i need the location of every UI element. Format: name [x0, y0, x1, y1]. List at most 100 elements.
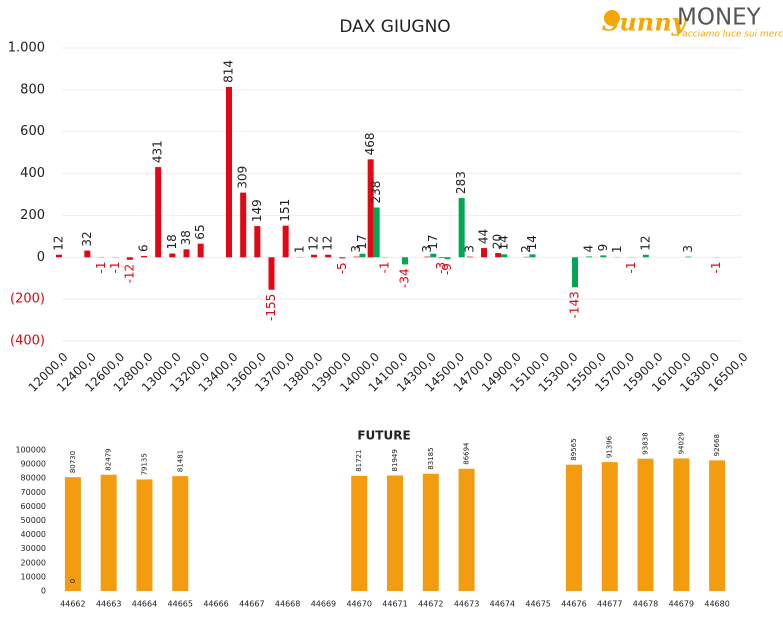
bar — [359, 253, 366, 258]
y-tick-label: 10000 — [21, 572, 46, 581]
data-label: 86694 — [463, 442, 471, 465]
logo-brand: Sunny — [602, 8, 688, 37]
bar — [466, 256, 473, 258]
bar — [430, 253, 437, 258]
data-label: 3 — [462, 245, 476, 253]
data-label: -12 — [122, 264, 136, 284]
bar — [226, 86, 232, 258]
data-label: -1 — [709, 261, 723, 273]
data-label: 468 — [363, 132, 377, 155]
bar — [495, 253, 502, 258]
x-tick-label: 44679 — [669, 600, 694, 609]
data-label: -1 — [377, 261, 391, 273]
bar — [367, 159, 374, 258]
data-label: 65 — [193, 224, 207, 239]
data-label: 1 — [610, 245, 624, 253]
bar — [325, 254, 332, 258]
bar — [169, 253, 176, 258]
chart-title: DAX GIUGNO — [339, 17, 450, 37]
bar — [100, 474, 117, 591]
x-tick-label: 44667 — [239, 600, 264, 609]
data-label: 92668 — [713, 434, 721, 456]
data-label: 151 — [278, 199, 292, 222]
data-label: 83185 — [427, 447, 435, 469]
y-tick-label: 80000 — [21, 474, 46, 483]
data-label: 283 — [454, 171, 468, 194]
bar — [424, 256, 431, 258]
data-label: 3 — [681, 245, 695, 253]
chart-title: FUTURE — [357, 429, 410, 443]
x-tick-label: 44678 — [633, 600, 658, 609]
data-label: 12 — [52, 235, 66, 250]
x-tick-label: 44673 — [454, 600, 479, 609]
bar — [600, 255, 607, 258]
data-label: 81721 — [355, 449, 363, 471]
bar — [438, 257, 445, 258]
data-label: 81481 — [176, 450, 184, 472]
data-label: 4 — [582, 245, 596, 253]
data-label: 32 — [80, 231, 94, 246]
data-label: 94029 — [677, 432, 685, 454]
y-tick-label: 30000 — [21, 544, 46, 553]
data-label: -5 — [335, 262, 349, 274]
y-tick-label: 0 — [37, 250, 45, 265]
y-tick-label: 50000 — [21, 516, 46, 525]
bar — [172, 476, 189, 591]
bar — [84, 250, 91, 258]
logo: Sunny MONEY Facciamo luce sui mercati — [602, 5, 783, 40]
x-tick-label: 44670 — [346, 600, 371, 609]
bar — [709, 460, 726, 591]
bar — [254, 226, 261, 258]
x-tick-label: 44672 — [418, 600, 443, 609]
bar — [637, 458, 654, 591]
bar — [64, 477, 81, 591]
data-label: 91396 — [606, 435, 614, 458]
bar — [339, 257, 346, 259]
y-tick-label: 800 — [20, 82, 45, 97]
data-label: 14 — [497, 235, 511, 250]
bar — [458, 468, 475, 591]
data-label: -1 — [624, 261, 638, 273]
y-tick-label: (200) — [10, 292, 45, 307]
x-tick-label: 44671 — [382, 600, 407, 609]
bar — [481, 248, 487, 258]
y-tick-label: (400) — [10, 334, 45, 349]
bar — [601, 462, 618, 591]
bar — [501, 254, 508, 258]
data-label: -1 — [94, 261, 108, 273]
bar — [282, 225, 289, 258]
data-label: 3 — [349, 245, 363, 253]
data-label: -1 — [108, 261, 122, 273]
bar — [402, 257, 408, 265]
data-label: 814 — [222, 60, 236, 83]
data-label: 9 — [596, 244, 610, 252]
bar — [642, 254, 649, 258]
x-tick-label: 44666 — [203, 600, 228, 609]
data-label: 431 — [151, 140, 165, 163]
data-label: -155 — [264, 294, 278, 321]
x-tick-label: 44669 — [311, 600, 336, 609]
bar — [373, 207, 380, 258]
data-label: 89565 — [570, 438, 578, 460]
y-tick-label: 90000 — [21, 460, 46, 469]
data-label: 2 — [519, 245, 533, 253]
data-label: 17 — [426, 234, 440, 249]
x-tick-label: 44676 — [561, 600, 586, 609]
data-label: 81949 — [391, 449, 399, 471]
bar — [136, 479, 153, 591]
data-label: -34 — [398, 268, 412, 288]
y-tick-label: 100000 — [15, 446, 46, 455]
bar — [183, 249, 190, 258]
data-label: 1 — [292, 245, 306, 253]
data-label: 82479 — [105, 448, 113, 470]
data-label: 80730 — [69, 451, 77, 473]
data-label: 149 — [250, 199, 264, 222]
x-tick-label: 44663 — [96, 600, 121, 609]
bar — [458, 198, 465, 258]
bar — [240, 192, 247, 258]
logo-sun — [604, 10, 620, 26]
data-label: -9 — [440, 263, 454, 275]
data-label: 17 — [355, 234, 369, 249]
bar — [197, 243, 204, 258]
